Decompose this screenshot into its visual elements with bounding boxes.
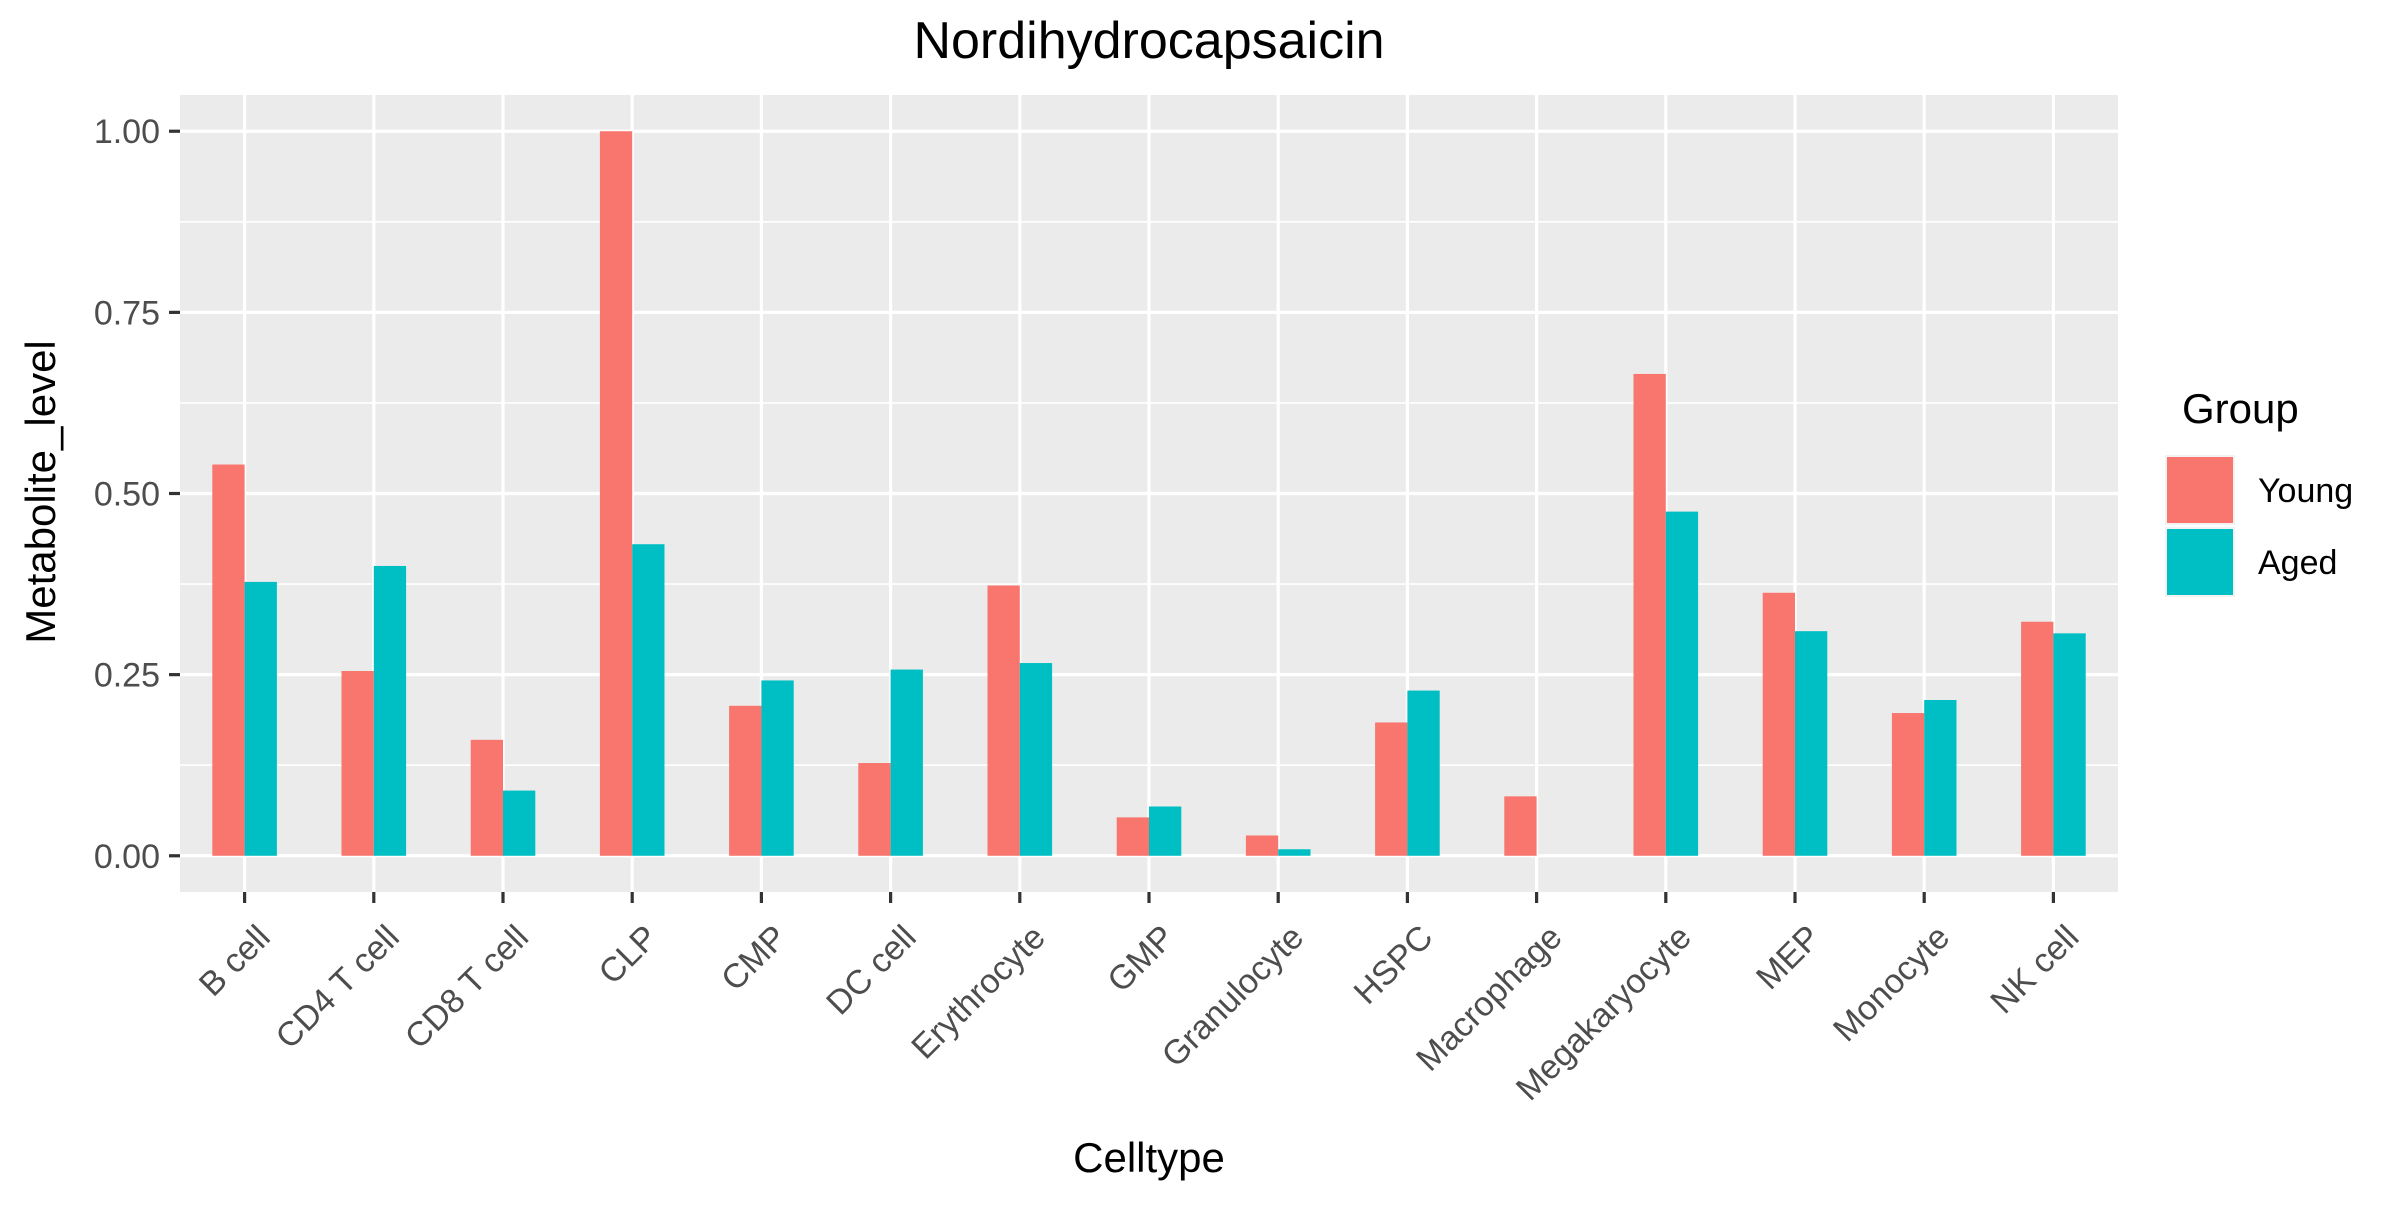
y-axis: 0.00 0.25 0.50 0.75 1.00 xyxy=(94,113,180,876)
legend-swatch-young xyxy=(2167,457,2233,523)
y-tick-label: 0.00 xyxy=(94,838,160,876)
x-tick-label: Erythrocyte xyxy=(904,918,1052,1066)
bar-young xyxy=(341,671,374,856)
bar-young xyxy=(1891,713,1925,856)
bar-aged xyxy=(1924,699,1957,856)
plot-panel xyxy=(180,95,2118,892)
x-tick-label: MEP xyxy=(1749,918,1828,997)
bar-aged xyxy=(373,565,407,856)
bar-aged xyxy=(1278,849,1311,856)
legend: Group Young Aged xyxy=(2165,385,2353,597)
bar-young xyxy=(1504,796,1537,856)
bar-young xyxy=(1375,722,1408,856)
y-tick-label: 0.25 xyxy=(94,657,160,695)
bar-aged xyxy=(1019,663,1053,856)
chart-title: Nordihydrocapsaicin xyxy=(913,12,1384,70)
legend-label-aged: Aged xyxy=(2258,544,2337,582)
bar-young xyxy=(212,464,245,856)
legend-swatch-aged xyxy=(2167,529,2233,595)
bar-young xyxy=(729,705,762,856)
y-tick-label: 0.75 xyxy=(94,294,160,332)
bar-aged xyxy=(1795,631,1828,856)
x-tick-label: Monocyte xyxy=(1826,918,1957,1049)
bar-young xyxy=(1245,835,1279,856)
x-tick-label: CMP xyxy=(714,918,794,998)
x-tick-label: DC cell xyxy=(819,918,923,1022)
bar-aged xyxy=(1665,511,1699,856)
x-tick-label: CD8 T cell xyxy=(398,918,536,1056)
x-tick-label: GMP xyxy=(1100,918,1182,1000)
bar-young xyxy=(470,739,503,856)
bar-young xyxy=(1762,592,1795,856)
bar-young xyxy=(987,585,1020,856)
bar-aged xyxy=(1149,806,1182,856)
bar-young xyxy=(1633,373,1666,856)
bar-aged xyxy=(503,790,536,856)
x-tick-label: NK cell xyxy=(1983,918,2086,1021)
y-axis-label: Metabolite_level xyxy=(17,340,64,644)
y-tick-label: 1.00 xyxy=(94,113,160,151)
x-tick-label: CLP xyxy=(592,918,666,992)
legend-label-young: Young xyxy=(2258,472,2353,510)
bar-young xyxy=(858,763,891,856)
x-axis-label: Celltype xyxy=(1073,1134,1225,1181)
x-tick-label: HSPC xyxy=(1347,918,1441,1012)
bar-aged xyxy=(244,581,277,856)
y-tick-label: 0.50 xyxy=(94,476,160,514)
bar-young xyxy=(599,131,633,856)
bar-young xyxy=(1116,817,1149,856)
bar-aged xyxy=(761,680,794,856)
bar-aged xyxy=(1407,690,1440,856)
x-tick-label: B cell xyxy=(192,918,278,1004)
bar-aged xyxy=(632,544,665,856)
x-tick-label: CD4 T cell xyxy=(269,918,407,1056)
bar-aged xyxy=(2053,633,2086,856)
bar-young xyxy=(2021,621,2054,856)
legend-title: Group xyxy=(2182,385,2299,432)
bar-aged xyxy=(890,669,923,856)
